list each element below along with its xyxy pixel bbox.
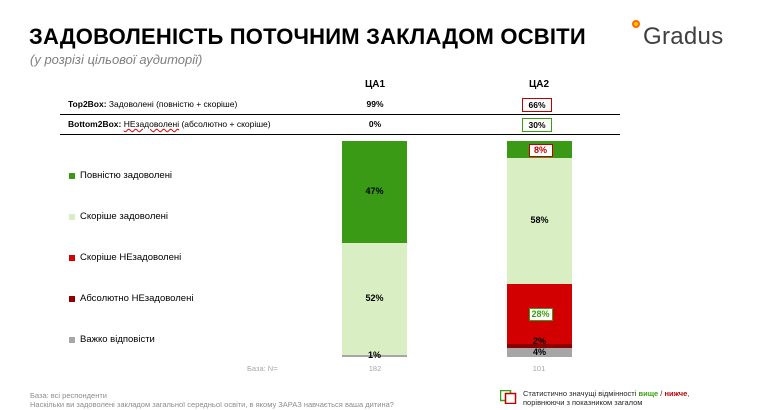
sig-lower: нижче [664,389,688,398]
legend-label: Скоріше НЕзадоволені [80,252,182,263]
top2box-label-text: Задоволені (повністю + скоріше) [106,99,238,109]
top2box-label: Top2Box: Задоволені (повністю + скоріше) [68,99,237,109]
logo-text: Gradus [643,23,724,50]
legend-swatch [69,172,75,179]
bar-segment-absolutely-dissatisfied-2 [507,344,572,349]
bottom2box-label-bold: Bottom2Box: [68,119,122,129]
data-label-rather-satisfied-1: 52% [365,292,384,303]
legend-item-fully-satisfied: Повністю задоволені [69,170,172,181]
legend-swatch [69,254,75,261]
bottom2box-label: Bottom2Box: НЕзадоволені (абсолютно + ск… [68,119,271,129]
top2box-label-bold: Top2Box: [68,99,107,109]
data-label-hard-to-say-1: 1% [367,349,381,360]
row-divider [60,114,620,115]
sig-prefix: Статистично значущі відмінності [523,389,639,398]
bottom2box-value-ca2: 30% [522,118,552,132]
data-label-rather-dissatisfied-2: 28% [528,307,553,321]
legend-item-absolutely-dissatisfied: Абсолютно НЕзадоволені [69,293,193,304]
sig-suffix: , [687,389,690,398]
bar-segment-hard-to-say-2 [507,348,572,357]
bottom2box-label-text: (абсолютно + скоріше) [179,119,271,129]
bottom2box-label-red: НЕзадоволені [123,119,180,129]
sig-line2: порівнюючи з показником загалом [523,398,643,407]
bottom2box-value-ca1: 0% [368,119,382,129]
page-subtitle: (у розрізі цільової аудиторії) [30,52,203,67]
significance-boxes-icon [500,390,517,404]
legend-label: Абсолютно НЕзадоволені [80,293,194,304]
legend-swatch [69,295,75,302]
significance-text: Статистично значущі відмінності вище / н… [523,389,689,407]
legend-item-hard-to-say: Важко відповісти [69,334,155,345]
bar-segment-rather-satisfied-2 [507,158,572,284]
bar-segment-rather-satisfied-1 [342,242,407,355]
legend-item-rather-satisfied: Скоріше задоволені [69,211,168,222]
base-value-ca1: 182 [368,364,382,373]
data-label-fully-satisfied-1: 47% [365,185,384,196]
top2box-value-ca1: 99% [366,99,384,109]
bar-segment-hard-to-say-1 [342,354,407,357]
column-header-ca1: ЦА1 [364,79,386,90]
base-value-ca2: 101 [532,364,546,373]
legend-item-rather-dissatisfied: Скоріше НЕзадоволені [69,252,181,263]
data-label-absolutely-dissatisfied-2: 2% [532,336,546,347]
page-title: ЗАДОВОЛЕНІСТЬ ПОТОЧНИМ ЗАКЛАДОМ ОСВІТИ [29,24,586,49]
logo-dot-icon [632,20,640,28]
sig-sep: / [658,389,665,398]
column-header-ca2: ЦА2 [528,79,550,90]
sig-higher: вище [638,389,659,398]
bar-segment-fully-satisfied-1 [342,141,407,243]
data-label-rather-satisfied-2: 58% [530,214,549,225]
gradus-logo: Gradus [632,20,752,54]
legend-label: Скоріше задоволені [80,211,169,222]
row-divider [60,134,620,135]
legend-swatch [69,336,75,343]
legend-label: Повністю задоволені [80,170,173,181]
footnote-base: База: всі респонденти [30,391,107,400]
top2box-value-ca2: 66% [522,98,552,112]
footnote-question: Наскільки ви задоволені закладом загальн… [30,400,394,409]
legend-label: Важко відповісти [80,334,155,345]
data-label-hard-to-say-2: 4% [532,346,546,357]
data-label-fully-satisfied-2: 8% [528,143,553,157]
base-label: База: N= [247,364,278,373]
legend-swatch [69,213,75,220]
